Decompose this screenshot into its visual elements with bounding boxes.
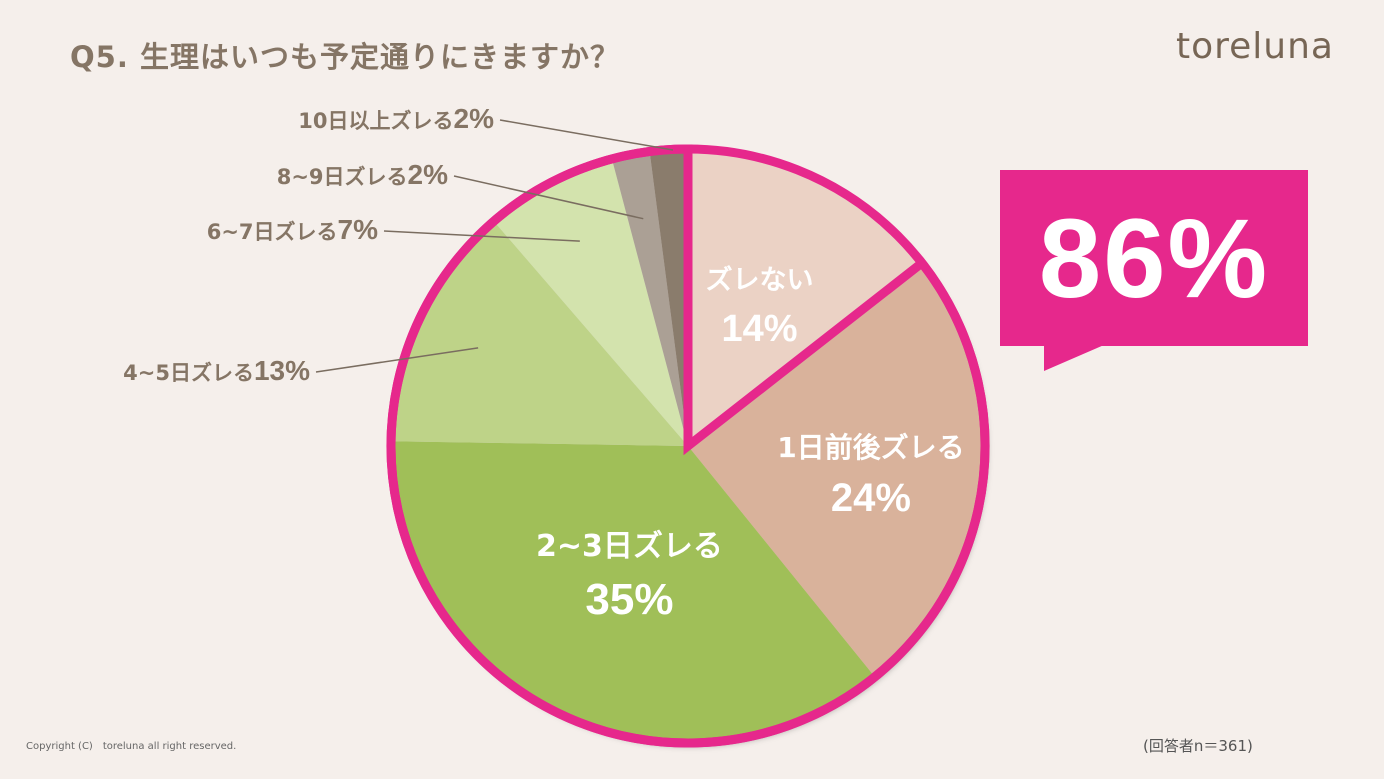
leader-line <box>453 175 644 220</box>
slice-label-6: 8~9日ズレる2% <box>277 159 644 220</box>
slice-category-label: 1日前後ズレる <box>777 431 964 464</box>
slice-label-3: 2~3日ズレる 35% <box>536 529 723 624</box>
slice-value-label: 24% <box>831 476 911 520</box>
slice-external-label: 8~9日ズレる2% <box>277 159 448 190</box>
slice-label-2: 1日前後ズレる 24% <box>777 431 964 520</box>
slice-value-label: 2% <box>454 103 495 134</box>
slice-category-label: 2~3日ズレる <box>536 529 723 564</box>
slice-value-label: 7% <box>338 214 379 245</box>
slice-label-7: 10日以上ズレる2% <box>298 103 674 151</box>
slice-external-label: 6~7日ズレる7% <box>207 214 378 245</box>
slice-category-label: 6~7日ズレる <box>207 220 338 244</box>
slice-7 <box>649 149 688 446</box>
slice-category-label: 8~9日ズレる <box>277 165 408 189</box>
slice-2 <box>688 262 985 677</box>
slice-3 <box>391 441 875 743</box>
highlight-badge: 86% <box>1000 170 1308 346</box>
slice-value-label: 13% <box>254 355 310 386</box>
respondent-count: (回答者n＝361) <box>1143 737 1253 755</box>
leader-line <box>315 347 479 373</box>
slice-category-label: ズレない <box>706 264 814 296</box>
slice-label-1: ズレない 14% <box>706 264 814 350</box>
slice-4 <box>391 221 688 446</box>
slice-category-label: 4~5日ズレる <box>123 361 254 385</box>
slice-external-label: 10日以上ズレる2% <box>298 103 494 134</box>
slice-value-label: 14% <box>722 308 798 350</box>
slice-value-label: 35% <box>585 575 673 624</box>
pie-border <box>386 144 990 748</box>
highlight-badge-tail <box>1044 345 1104 371</box>
leader-line <box>383 230 580 242</box>
slice-5 <box>493 158 688 446</box>
slice-label-5: 6~7日ズレる7% <box>207 214 580 245</box>
chart-title: Q5. 生理はいつも予定通りにきますか？ <box>70 40 620 74</box>
leader-line <box>499 119 674 151</box>
slice-label-4: 4~5日ズレる13% <box>123 347 479 386</box>
slice-6 <box>611 151 688 446</box>
slice-1 <box>688 149 922 446</box>
slice-value-label: 2% <box>408 159 449 190</box>
highlight-value: 86% <box>1038 195 1270 321</box>
slice-external-label: 4~5日ズレる13% <box>123 355 310 386</box>
copyright-text: Copyright (C) toreluna all right reserve… <box>26 741 237 752</box>
slice-category-label: 10日以上ズレる <box>298 109 453 133</box>
brand-logo: toreluna <box>1176 26 1334 67</box>
